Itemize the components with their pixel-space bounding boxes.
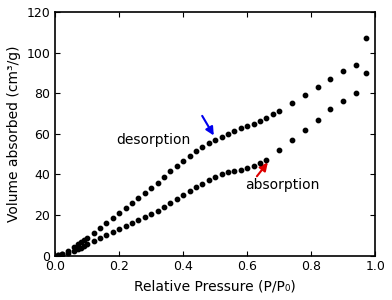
Point [78, 245, 84, 250]
Point [238, 125, 244, 130]
Point [314, 117, 321, 122]
Point [116, 211, 122, 215]
Point [276, 109, 282, 114]
Point [122, 224, 129, 229]
Point [148, 185, 154, 190]
Point [263, 115, 269, 120]
Point [81, 244, 87, 248]
Point [58, 251, 65, 256]
Point [289, 137, 295, 142]
Point [270, 112, 276, 117]
Point [91, 239, 97, 244]
Point [199, 181, 205, 186]
Point [71, 244, 78, 249]
Point [167, 200, 174, 205]
Point [212, 137, 218, 142]
Point [103, 233, 109, 238]
Point [110, 216, 116, 220]
Point [362, 36, 368, 41]
Point [65, 250, 71, 255]
Text: desorption: desorption [116, 133, 190, 147]
Y-axis label: Volume absorbed (cm³/g): Volume absorbed (cm³/g) [7, 46, 21, 222]
Point [199, 145, 205, 149]
Point [161, 175, 167, 180]
Point [206, 140, 212, 145]
Point [250, 164, 257, 169]
Point [218, 172, 225, 177]
Point [91, 231, 97, 236]
Point [174, 196, 180, 201]
Point [340, 99, 346, 104]
Point [122, 206, 129, 210]
Point [238, 168, 244, 173]
Point [231, 169, 238, 174]
Point [340, 68, 346, 73]
Point [110, 230, 116, 235]
Point [142, 215, 148, 220]
Point [206, 178, 212, 183]
Point [154, 208, 161, 213]
Point [180, 192, 186, 197]
Point [84, 242, 91, 247]
Point [257, 161, 263, 166]
Point [250, 121, 257, 126]
Point [187, 188, 193, 193]
Point [74, 247, 81, 251]
Point [135, 195, 142, 200]
Point [263, 158, 269, 163]
X-axis label: Relative Pressure (P/P₀): Relative Pressure (P/P₀) [134, 279, 296, 293]
Text: absorption: absorption [245, 178, 320, 192]
Point [74, 242, 81, 247]
Point [327, 76, 334, 81]
Point [65, 248, 71, 253]
Point [362, 70, 368, 75]
Point [225, 170, 231, 175]
Point [84, 236, 91, 241]
Point [116, 227, 122, 232]
Point [103, 221, 109, 226]
Point [187, 154, 193, 158]
Point [81, 238, 87, 243]
Point [97, 236, 103, 241]
Point [78, 240, 84, 245]
Point [193, 184, 199, 189]
Point [353, 62, 359, 67]
Point [55, 253, 62, 257]
Point [129, 221, 135, 226]
Point [154, 180, 161, 185]
Point [129, 200, 135, 205]
Point [148, 212, 154, 216]
Point [257, 118, 263, 123]
Point [314, 85, 321, 89]
Point [58, 252, 65, 256]
Point [142, 190, 148, 195]
Point [301, 93, 308, 98]
Point [180, 159, 186, 164]
Point [225, 131, 231, 136]
Point [97, 226, 103, 231]
Point [193, 149, 199, 154]
Point [301, 127, 308, 132]
Point [161, 205, 167, 209]
Point [174, 164, 180, 169]
Point [327, 107, 334, 112]
Point [71, 248, 78, 253]
Point [353, 91, 359, 96]
Point [244, 123, 250, 128]
Point [231, 128, 238, 133]
Point [276, 148, 282, 152]
Point [212, 175, 218, 180]
Point [244, 166, 250, 171]
Point [218, 134, 225, 139]
Point [167, 169, 174, 174]
Point [289, 101, 295, 106]
Point [135, 218, 142, 223]
Point [55, 253, 62, 257]
